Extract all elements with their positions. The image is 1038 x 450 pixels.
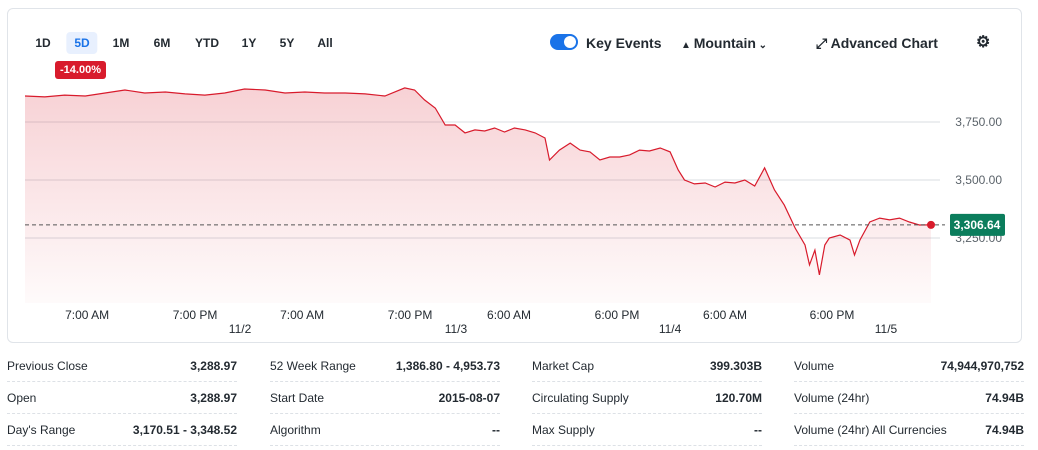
stats-row: Market Cap 399.303B [532, 350, 762, 382]
last-price-box [950, 213, 1005, 236]
range-button[interactable]: 1D [35, 36, 51, 50]
date-tick-label: 11/4 [659, 322, 682, 336]
range-button[interactable]: 5D [66, 32, 98, 54]
range-button[interactable]: 1Y [241, 36, 257, 50]
stat-value: -- [492, 423, 500, 437]
x-tick-label: 6:00 PM [810, 308, 855, 322]
stat-label: 52 Week Range [270, 359, 356, 373]
stats-row: 52 Week Range 1,386.80 - 4,953.73 [270, 350, 500, 382]
stat-value: 74.94B [985, 423, 1024, 437]
stat-value: 74.94B [985, 391, 1024, 405]
range-button[interactable]: All [317, 36, 333, 50]
stat-value: 3,170.51 - 3,348.52 [132, 423, 237, 437]
stat-value: 3,288.97 [190, 391, 237, 405]
y-tick-label: 3,500.00 [955, 173, 1002, 187]
settings[interactable]: ⚙ [976, 34, 991, 51]
date-tick-label: 11/3 [445, 322, 468, 336]
stats-row: Circulating Supply 120.70M [532, 382, 762, 414]
x-tick-label: 6:00 AM [487, 308, 531, 322]
stats-row: Volume 74,944,970,752 [794, 350, 1024, 382]
stat-label: Day's Range [7, 423, 76, 437]
stats-column: 52 Week Range 1,386.80 - 4,953.73 Start Da… [270, 350, 500, 446]
stats-row: Volume (24hr) All Currencies 74.94B [794, 414, 1024, 446]
stat-label: Start Date [270, 391, 325, 405]
chart: 3,250.003,500.003,750.007:00 AM 7:00 PM 7:… [24, 87, 1005, 336]
stat-value: 3,288.97 [190, 359, 237, 373]
range-button[interactable]: 6M [153, 36, 171, 50]
stat-label: Volume (24hr) All Currencies [794, 423, 947, 437]
stats-row: Start Date 2015-08-07 [270, 382, 500, 414]
x-tick-label: 6:00 PM [595, 308, 640, 322]
key-events[interactable]: Key Events [586, 35, 662, 51]
range-button[interactable]: YTD [195, 36, 219, 50]
stat-label: Market Cap [532, 359, 595, 373]
price-line [24, 87, 932, 276]
key-events-toggle[interactable] [550, 34, 578, 50]
chart-card [7, 8, 1022, 343]
stat-label: Circulating Supply [532, 391, 629, 405]
change-badge: -14.00% [55, 61, 106, 79]
stat-value: 1,386.80 - 4,953.73 [395, 359, 500, 373]
y-tick-label: 3,750.00 [955, 115, 1002, 129]
advanced-chart-label: Advanced Chart [830, 35, 938, 51]
stat-label: Open [7, 391, 37, 405]
stats-column: Previous Close 3,288.97 Open 3,288.97 Day's … [7, 350, 237, 446]
x-tick-label: 7:00 PM [173, 308, 218, 322]
stats-row: Day's Range 3,170.51 - 3,348.52 [7, 414, 237, 446]
date-tick-label: 11/5 [875, 322, 898, 336]
stats-row: Max Supply -- [532, 414, 762, 446]
stat-value: 74,944,970,752 [940, 359, 1024, 373]
stats-column: Volume 74,944,970,752 Volume (24hr) 74.94B V… [794, 350, 1024, 446]
stat-value: 2015-08-07 [438, 391, 500, 405]
last-price-label: 3,306.64 [954, 218, 1001, 232]
stats-row: Open 3,288.97 [7, 382, 237, 414]
last-price-dot [927, 220, 935, 229]
stat-value: 120.70M [715, 391, 762, 405]
chart-style-label: Mountain [693, 35, 756, 51]
advanced-chart[interactable]: ⤢ Advanced Chart [816, 35, 938, 51]
x-tick-label: 7:00 PM [388, 308, 433, 322]
stats-column: Market Cap 399.303B Circulating Supply 120.… [532, 350, 762, 446]
x-tick-label: 7:00 AM [65, 308, 109, 322]
range-button[interactable]: 1M [112, 36, 130, 50]
stats-row: Algorithm -- [270, 414, 500, 446]
stat-label: Max Supply [532, 423, 595, 437]
stats-row: Previous Close 3,288.97 [7, 350, 237, 382]
area [25, 87, 931, 304]
stat-value: -- [754, 423, 762, 437]
stat-label: Previous Close [7, 359, 88, 373]
stat-label: Volume [794, 359, 835, 373]
x-tick-label: 6:00 AM [703, 308, 747, 322]
stat-value: 399.303B [709, 359, 762, 373]
stat-label: Algorithm [270, 423, 321, 437]
stat-label: Volume (24hr) [794, 391, 870, 405]
date-tick-label: 11/2 [229, 322, 252, 336]
stats-row: Volume (24hr) 74.94B [794, 382, 1024, 414]
chart-style[interactable]: ▲ Mountain ⌄ [681, 35, 768, 51]
range-button[interactable]: 5Y [279, 36, 295, 50]
x-tick-label: 7:00 AM [280, 308, 324, 322]
